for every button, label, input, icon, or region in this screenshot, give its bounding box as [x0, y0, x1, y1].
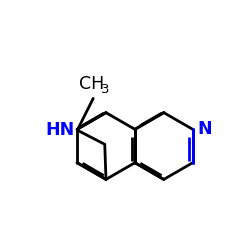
Text: N: N — [197, 120, 212, 138]
Text: CH: CH — [79, 75, 104, 93]
Text: HN: HN — [46, 121, 75, 139]
Text: 3: 3 — [101, 83, 110, 96]
